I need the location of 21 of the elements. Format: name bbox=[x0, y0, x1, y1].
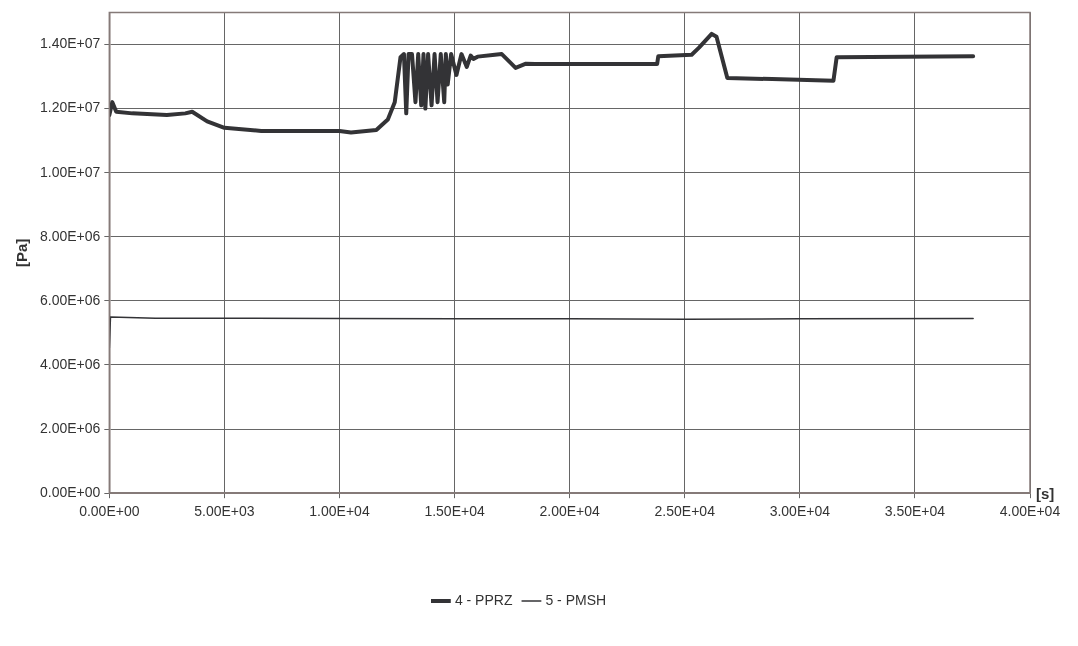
y-tick-label: 1.20E+07 bbox=[39, 99, 101, 116]
x-tick-label: 2.00E+04 bbox=[539, 503, 601, 520]
y-tick-label: 8.00E+06 bbox=[39, 227, 101, 244]
y-tick-label: 0.00E+00 bbox=[39, 484, 101, 501]
x-axis-title: [s] bbox=[1036, 485, 1055, 503]
y-tick-label: 2.00E+06 bbox=[39, 419, 101, 436]
y-tick-label: 1.40E+07 bbox=[39, 35, 101, 52]
x-tick-label: 2.50E+04 bbox=[654, 503, 716, 520]
x-tick-label: 3.00E+04 bbox=[769, 503, 831, 520]
x-tick-label: 4.00E+04 bbox=[999, 503, 1061, 520]
y-tick-label: 4.00E+06 bbox=[39, 355, 101, 372]
x-tick-label: 1.50E+04 bbox=[424, 503, 485, 520]
legend-label: 4 - PPRZ bbox=[454, 591, 513, 608]
y-tick-label: 6.00E+06 bbox=[39, 291, 101, 308]
x-tick-label: 5.00E+03 bbox=[194, 503, 255, 520]
y-tick-label: 1.00E+07 bbox=[39, 163, 101, 180]
x-tick-label: 1.00E+04 bbox=[309, 503, 370, 520]
y-axis-title: [Pa] bbox=[13, 238, 31, 267]
x-tick-label: 0.00E+00 bbox=[79, 503, 140, 520]
legend-label: 5 - PMSH bbox=[545, 591, 607, 608]
x-tick-label: 3.50E+04 bbox=[884, 503, 946, 520]
